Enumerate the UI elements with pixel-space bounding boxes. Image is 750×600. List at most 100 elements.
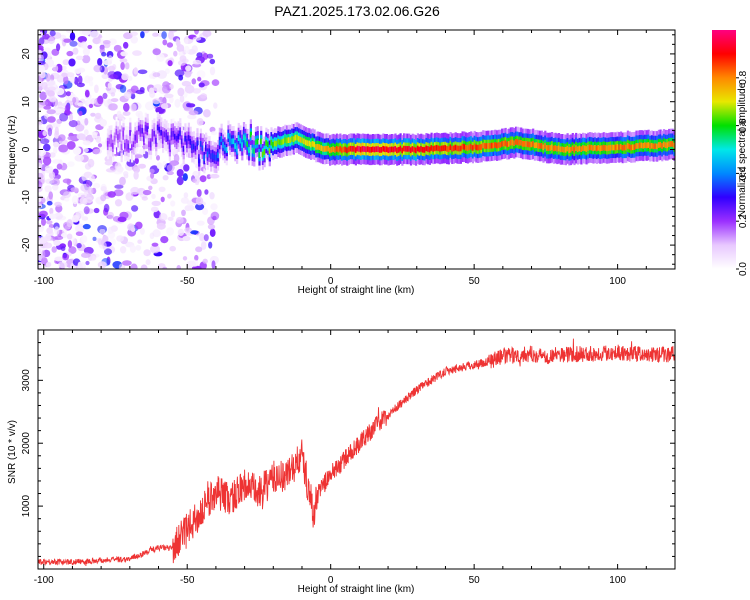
spectrogram-cell	[120, 51, 128, 57]
colorbar-tick-label: 0.0	[738, 262, 749, 276]
spectrogram-ridge-cell	[652, 143, 655, 150]
spectrogram-ridge-cell	[573, 147, 576, 153]
spectrogram-cell	[176, 169, 184, 177]
spectrogram-cell	[47, 127, 53, 137]
spectrogram-ridge-cell	[583, 145, 586, 152]
spectrogram-cell	[81, 30, 91, 36]
spectrogram-ridge-cell	[208, 148, 211, 155]
colorbar: 0.0 0.2 0.4 0.6 0.8 Normalized spectral ampl…	[712, 30, 749, 276]
spectrogram-ridge-cell	[404, 145, 407, 152]
spectrogram-ridge-cell	[602, 144, 605, 151]
spectrogram-cell	[166, 171, 174, 176]
spectrogram-cell	[152, 229, 161, 238]
spectrogram-cell	[93, 182, 101, 189]
spectrogram-ridge-cell	[349, 145, 352, 152]
spectrogram-ridge-cell	[601, 145, 604, 151]
spectrogram-cell	[114, 199, 123, 207]
spectrogram-ridge-cell	[626, 143, 629, 149]
spectrogram-ridge-cell	[132, 141, 135, 147]
spectrogram-cell	[66, 30, 73, 33]
spectrogram-cell	[200, 241, 207, 250]
spectrogram-cell	[76, 223, 85, 232]
spectrogram-ridge-cell	[392, 146, 395, 153]
spectrogram-ridge-cell	[649, 143, 652, 149]
x-tick-label: 50	[469, 276, 481, 287]
spectrogram-cell	[209, 66, 216, 76]
spectrogram-ridge-cell	[341, 147, 344, 154]
spectrogram-ridge-cell	[666, 142, 669, 149]
spectrogram-ridge-cell	[544, 143, 547, 149]
spectrogram-cell	[152, 98, 161, 105]
snr-series	[38, 338, 675, 567]
spectrogram-ridge-cell	[513, 140, 516, 147]
spectrogram-cell	[84, 75, 91, 84]
spectrogram-ridge-cell	[396, 147, 399, 154]
spectrogram-ridge-cell	[304, 139, 308, 146]
spectrogram-ridge-cell	[213, 154, 216, 161]
spectrogram-ridge-cell	[645, 142, 648, 149]
spectrogram-cell	[71, 195, 79, 205]
spectrogram-ridge-cell	[315, 144, 318, 150]
spectrogram-cell	[184, 38, 189, 45]
spectrogram-cell	[151, 200, 161, 206]
spectrogram-ridge-cell	[430, 145, 433, 151]
spectrogram-ridge-cell	[423, 147, 426, 153]
spectrogram-cell	[123, 102, 130, 112]
spectrogram-ridge-cell	[361, 146, 364, 152]
spectrogram-cell	[53, 146, 58, 154]
spectrogram-cell	[77, 192, 87, 198]
chart-title: PAZ1.2025.173.02.06.G26	[274, 3, 440, 19]
spectrogram-cell	[42, 33, 50, 40]
spectrogram-cell	[148, 185, 153, 191]
spectrogram-cell	[62, 59, 70, 66]
spectrogram-ridge-cell	[647, 142, 650, 148]
spectrogram-cell	[81, 235, 88, 243]
spectrogram-cell	[44, 242, 53, 249]
spectrogram-ridge-cell	[506, 141, 509, 148]
snr-panel: -100 -50 0 50 100 1000 2000 3000 Height of str…	[7, 329, 676, 595]
spectrogram-ridge-cell	[120, 144, 123, 150]
spectrogram-ridge-cell	[516, 139, 519, 145]
spectrogram-cell	[90, 98, 96, 105]
spectrogram-ridge-cell	[168, 143, 171, 149]
spectrogram-cell	[104, 160, 113, 166]
spectrogram-cell	[58, 144, 69, 153]
spectrogram-cell	[121, 73, 129, 81]
spectrogram-cell	[184, 45, 190, 54]
spectrogram-ridge-cell	[277, 138, 280, 145]
spectrogram-cell	[204, 189, 209, 195]
spectrogram-ridge-cell	[149, 141, 153, 148]
spectrogram-cell	[92, 148, 102, 155]
spectrogram-cell	[49, 207, 54, 215]
spectrogram-cell	[38, 180, 43, 189]
spectrogram-cell	[161, 31, 167, 40]
spectrogram-cell	[132, 50, 142, 56]
spectrogram-ridge-cell	[403, 145, 406, 152]
spectrogram-ridge-cell	[144, 125, 147, 131]
y-tick-label: 2000	[21, 432, 32, 455]
spectrogram-cell	[166, 227, 175, 236]
spectrogram-cell	[39, 91, 47, 101]
spectrogram-cell	[101, 51, 107, 57]
spectrogram-cell	[47, 86, 56, 91]
spectrogram-cell	[116, 166, 124, 173]
spectrogram-cell	[46, 109, 56, 115]
spectrogram-ridge-cell	[459, 145, 462, 152]
spectrogram-cell	[81, 252, 91, 258]
spectrogram-cell	[59, 112, 69, 122]
spectrogram-cell	[169, 245, 176, 252]
spectrogram-cell	[156, 53, 165, 62]
spectrogram-ridge-cell	[576, 146, 580, 153]
spectrogram-cell	[87, 158, 95, 168]
spectrogram-ridge-cell	[452, 145, 456, 152]
spectrogram-ridge-cell	[172, 131, 175, 137]
spectrogram-cell	[82, 47, 90, 56]
x-tick-label: 0	[328, 276, 334, 287]
spectrogram-ridge-cell	[664, 142, 667, 148]
spectrogram-ridge-cell	[549, 145, 552, 151]
spectrogram-cell	[123, 41, 129, 49]
spectrogram-cell	[113, 44, 122, 52]
spectrogram-ridge-cell	[556, 145, 559, 152]
spectrogram-cell	[89, 30, 100, 38]
spectrogram-ridge-cell	[599, 145, 602, 152]
